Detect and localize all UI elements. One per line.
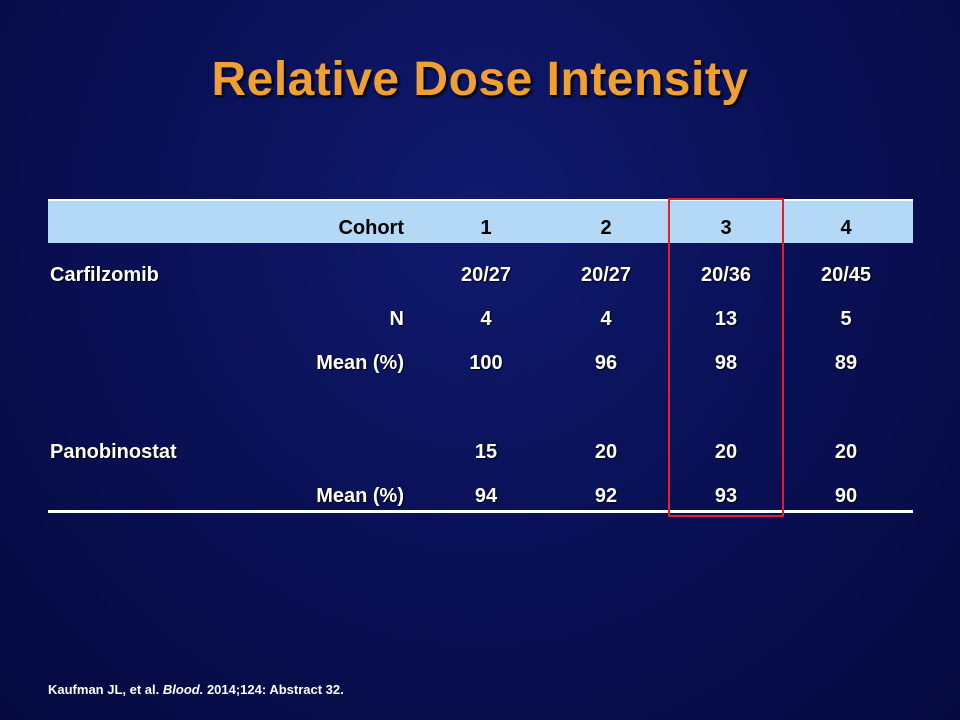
cell-value: 15 [474,441,498,463]
cell-value: 89 [834,352,858,374]
table-row: Carfilzomib 20/27 20/27 20/36 20/45 [48,260,913,290]
table-row: Panobinostat 15 20 20 20 [48,437,913,467]
table-bottom-rule [48,510,913,513]
cell-value: 90 [834,485,858,507]
header-cohort-1: 1 [480,217,492,239]
citation: Kaufman JL, et al. Blood. 2014;124: Abst… [48,682,344,697]
cell-value: 93 [714,485,738,507]
cell-value: 92 [594,485,618,507]
header-cohort-label: Cohort [338,217,404,239]
cell-value: 20 [834,441,858,463]
cell-value: 4 [480,308,492,330]
header-cohort-4: 4 [840,217,852,239]
drug-name: Panobinostat [50,441,177,463]
header-cohort-3: 3 [720,217,732,239]
cell-value: 94 [474,485,498,507]
table-row: Mean (%) 100 96 98 89 [48,348,913,378]
table-header-row: Cohort 1 2 3 4 [48,213,913,243]
citation-details: 2014;124: Abstract 32. [206,682,344,697]
slide-title: Relative Dose Intensity [211,53,749,106]
cell-value: 5 [840,308,852,330]
row-label: Mean (%) [316,352,404,374]
table-top-rule [48,199,913,201]
cell-value: 20/45 [820,264,872,286]
drug-name: Carfilzomib [50,264,159,286]
citation-journal: Blood. [162,682,204,697]
cell-value: 20/27 [580,264,632,286]
cell-value: 20 [714,441,738,463]
table-row: Mean (%) 94 92 93 90 [48,481,913,511]
cohort-3-highlight-box [668,198,784,517]
row-label: N [389,308,404,330]
table-header-band [48,201,913,243]
cell-value: 98 [714,352,738,374]
header-cohort-2: 2 [600,217,612,239]
cell-value: 4 [600,308,612,330]
cell-value: 20 [594,441,618,463]
cell-value: 96 [594,352,618,374]
cell-value: 20/27 [460,264,512,286]
cell-value: 13 [714,308,738,330]
citation-authors: Kaufman JL, et al. [48,682,160,697]
table-row: N 4 4 13 5 [48,304,913,334]
row-label: Mean (%) [316,485,404,507]
cell-value: 20/36 [700,264,752,286]
cell-value: 100 [469,352,503,374]
